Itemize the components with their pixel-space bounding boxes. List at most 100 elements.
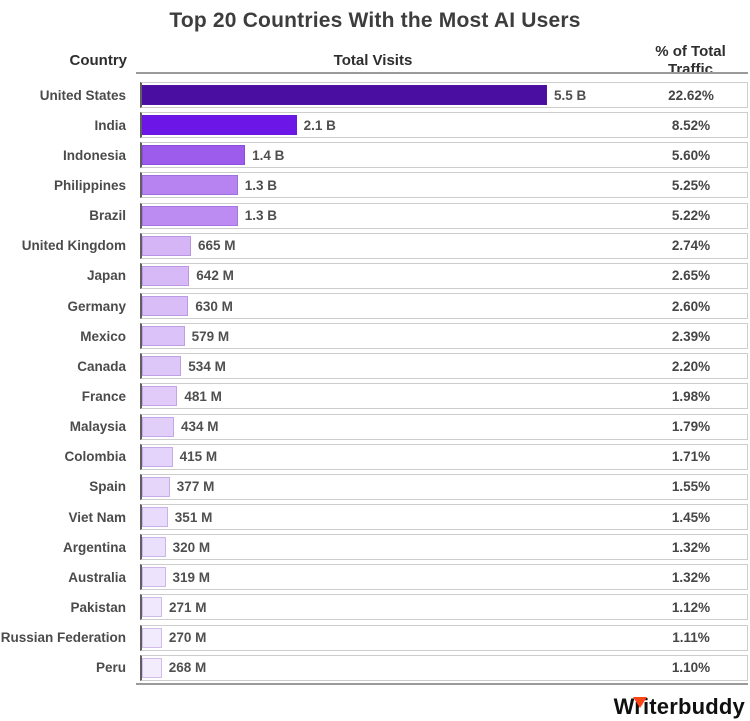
bar [142,205,238,226]
bar-cell: 2.1 B 8.52% [140,112,748,139]
percent-value: 22.62% [668,87,714,103]
percent-value: 5.22% [671,208,711,224]
country-label: Germany [67,298,126,314]
country-label: Spain [89,479,126,495]
bar-cell: 665 M 2.74% [140,232,748,259]
bar [142,235,191,256]
percent-value: 8.52% [671,117,711,133]
column-header-percent-line2: Traffic [667,61,713,79]
column-header-percent-of-total-traffic: % of Total Traffic [633,43,748,80]
bar-cell: 579 M 2.39% [140,323,748,350]
bar-cell: 268 M 1.10% [140,654,748,681]
bar-value-label: 5.5 B [554,87,587,103]
bar [142,416,174,437]
bar [142,326,185,347]
country-label: Peru [95,660,126,676]
country-label: United States [39,87,126,103]
table-row: Colombia 415 M 1.71% [0,442,750,472]
bar-cell: 270 M 1.11% [140,624,748,651]
table-row: Peru 268 M 1.10% [0,653,750,683]
bar-cell: 1.3 B 5.25% [140,172,748,199]
bar-cell: 642 M 2.65% [140,262,748,289]
bar-cell: 377 M 1.55% [140,473,748,500]
bar-cell: 1.4 B 5.60% [140,142,748,169]
chart-title: Top 20 Countries With the Most AI Users [169,9,581,32]
percent-value: 5.25% [671,177,711,193]
percent-value: 5.60% [671,147,711,163]
bar-value-label: 2.1 B [303,117,336,133]
bar-cell: 534 M 2.20% [140,353,748,380]
table-row: United Kingdom 665 M 2.74% [0,231,750,261]
bar [142,175,238,196]
bar-value-label: 268 M [168,660,207,676]
percent-value: 1.10% [671,660,711,676]
bar-value-label: 415 M [179,449,218,465]
percent-value: 2.39% [671,328,711,344]
bar-value-label: 1.4 B [252,147,285,163]
country-label: India [94,117,126,133]
bar [142,356,182,377]
writerbuddy-logo: Writerbuddy [614,694,745,720]
bar-value-label: 579 M [191,328,230,344]
country-label: Argentina [62,539,126,555]
bar-cell: 630 M 2.60% [140,293,748,320]
bar-value-label: 320 M [172,539,211,555]
bar-value-label: 434 M [181,419,219,435]
table-row: Australia 319 M 1.32% [0,562,750,592]
bar [142,537,166,558]
bar-value-label: 481 M [184,388,222,404]
table-row: Mexico 579 M 2.39% [0,321,750,351]
table-row: Spain 377 M 1.55% [0,472,750,502]
bar [142,476,170,497]
table-row: Argentina 320 M 1.32% [0,532,750,562]
percent-value: 1.11% [672,630,710,646]
bar-cell: 1.3 B 5.22% [140,202,748,229]
pen-nib-triangle-icon [632,697,647,708]
bar-value-label: 1.3 B [244,208,277,224]
country-label: Colombia [64,449,126,465]
country-label: Brazil [89,208,126,224]
bar [142,115,297,136]
table-row: Viet Nam 351 M 1.45% [0,502,750,532]
bar-cell: 5.5 B 22.62% [140,82,748,109]
table-row: Russian Federation 270 M 1.11% [0,623,750,653]
table-row: Philippines 1.3 B 5.25% [0,170,750,200]
bar [142,386,178,407]
bar-chart-rows: United States 5.5 B 22.62% India 2.1 B 8… [0,80,750,683]
table-row: Indonesia 1.4 B 5.60% [0,140,750,170]
bar-value-label: 319 M [172,569,211,585]
bar [142,446,173,467]
country-label: Philippines [53,177,126,193]
bar-value-label: 642 M [196,268,234,284]
column-header-percent-line1: % of Total [655,43,726,60]
percent-value: 1.55% [671,479,711,495]
bar-value-label: 534 M [188,358,226,374]
bar-cell: 320 M 1.32% [140,534,748,561]
percent-value: 1.71% [671,449,711,465]
bar-value-label: 271 M [169,599,207,615]
table-row: Brazil 1.3 B 5.22% [0,201,750,231]
column-header-total-visits: Total Visits [333,52,413,69]
bar [142,85,547,106]
bar [142,507,168,528]
bar [142,627,162,648]
percent-value: 1.32% [671,539,711,555]
country-label: Malaysia [69,419,126,435]
bar [142,296,189,317]
bar [142,567,166,588]
percent-value: 1.12% [671,599,711,615]
table-row: France 481 M 1.98% [0,381,750,411]
country-label: Viet Nam [68,509,126,525]
table-row: Malaysia 434 M 1.79% [0,412,750,442]
bar-cell: 351 M 1.45% [140,504,748,531]
bar-cell: 319 M 1.32% [140,564,748,591]
table-row: United States 5.5 B 22.62% [0,80,750,110]
table-row: Japan 642 M 2.65% [0,261,750,291]
percent-value: 1.32% [671,569,711,585]
bar-value-label: 665 M [198,238,236,254]
country-label: Mexico [80,328,126,344]
country-label: Australia [68,569,126,585]
bar-cell: 434 M 1.79% [140,413,748,440]
column-header-country: Country [69,52,128,69]
bar [142,597,162,618]
